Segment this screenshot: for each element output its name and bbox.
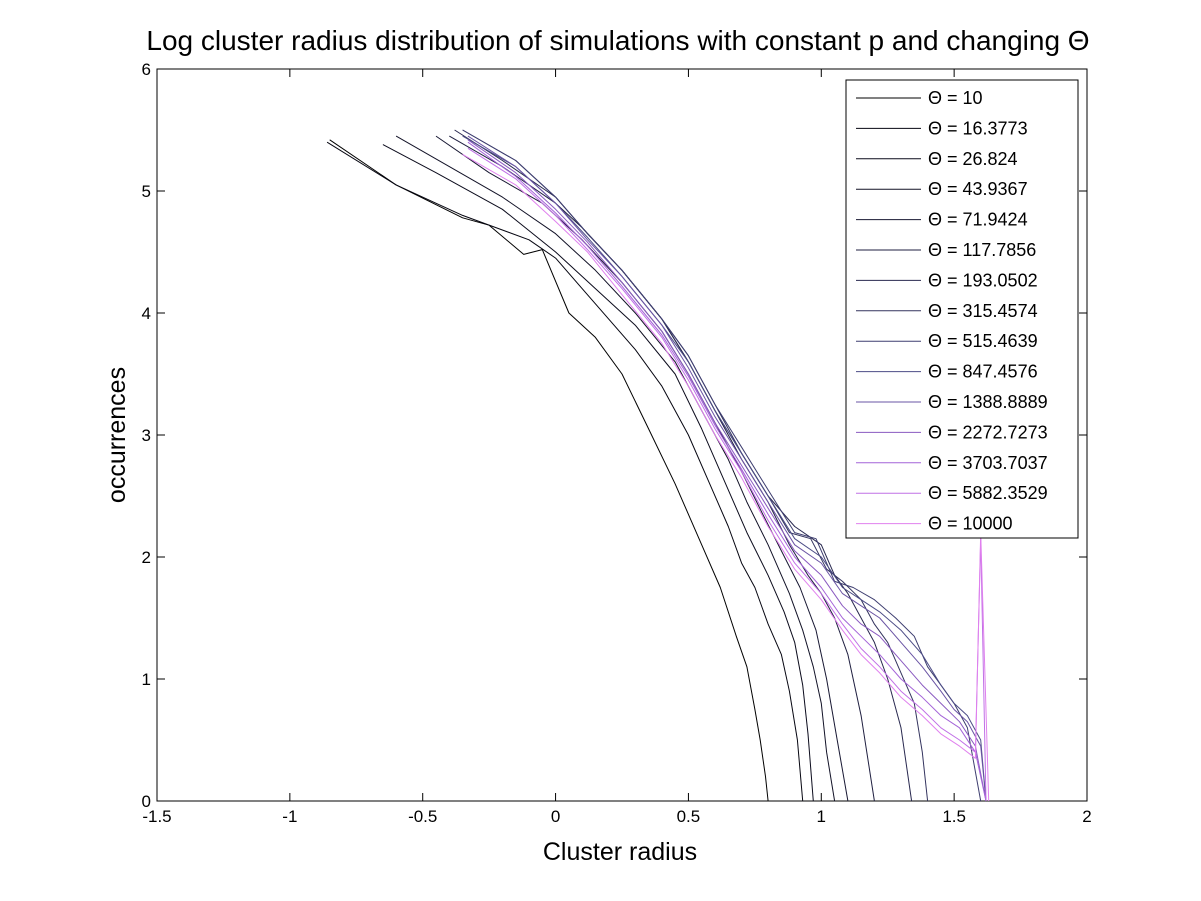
x-tick-label: -0.5 [408, 807, 437, 826]
x-tick-label: 0.5 [677, 807, 701, 826]
series-line-5 [436, 136, 848, 801]
y-tick-label: 6 [142, 60, 151, 79]
legend-label-3: Θ = 26.824 [928, 149, 1018, 169]
series-line-6 [449, 136, 874, 801]
series-line-7 [455, 130, 912, 801]
legend-label-2: Θ = 16.3773 [928, 118, 1028, 138]
y-tick-label: 5 [142, 182, 151, 201]
legend-label-7: Θ = 193.0502 [928, 270, 1038, 290]
y-tick-label: 1 [142, 670, 151, 689]
legend-label-15: Θ = 10000 [928, 514, 1013, 534]
series-line-2 [327, 142, 803, 801]
chart-title: Log cluster radius distribution of simul… [146, 25, 1089, 56]
legend-label-8: Θ = 315.4574 [928, 301, 1038, 321]
series-line-1 [330, 140, 768, 801]
legend: Θ = 10 Θ = 16.3773 Θ = 26.824 Θ = 43.9367 Θ … [846, 80, 1078, 538]
legend-label-11: Θ = 1388.8889 [928, 392, 1048, 412]
y-tick-label: 0 [142, 792, 151, 811]
legend-label-6: Θ = 117.7856 [928, 240, 1036, 260]
y-tick-label: 4 [142, 304, 151, 323]
legend-label-5: Θ = 71.9424 [928, 210, 1028, 230]
x-tick-label: 1 [817, 807, 826, 826]
y-tick-label: 2 [142, 548, 151, 567]
legend-label-13: Θ = 3703.7037 [928, 453, 1048, 473]
legend-label-9: Θ = 515.4639 [928, 331, 1038, 351]
legend-label-10: Θ = 847.4576 [928, 362, 1038, 382]
x-tick-label: 1.5 [942, 807, 966, 826]
series-line-4 [396, 136, 834, 801]
legend-label-14: Θ = 5882.3529 [928, 483, 1048, 503]
series-line-3 [383, 145, 813, 801]
legend-label-1: Θ = 10 [928, 88, 983, 108]
y-axis-label: occurrences [103, 367, 131, 503]
x-tick-label: -1 [282, 807, 297, 826]
x-tick-label: 2 [1082, 807, 1091, 826]
x-axis-label: Cluster radius [543, 838, 697, 866]
legend-label-12: Θ = 2272.7273 [928, 422, 1048, 442]
legend-label-4: Θ = 43.9367 [928, 179, 1028, 199]
x-tick-label: 0 [551, 807, 560, 826]
y-tick-label: 3 [142, 426, 151, 445]
